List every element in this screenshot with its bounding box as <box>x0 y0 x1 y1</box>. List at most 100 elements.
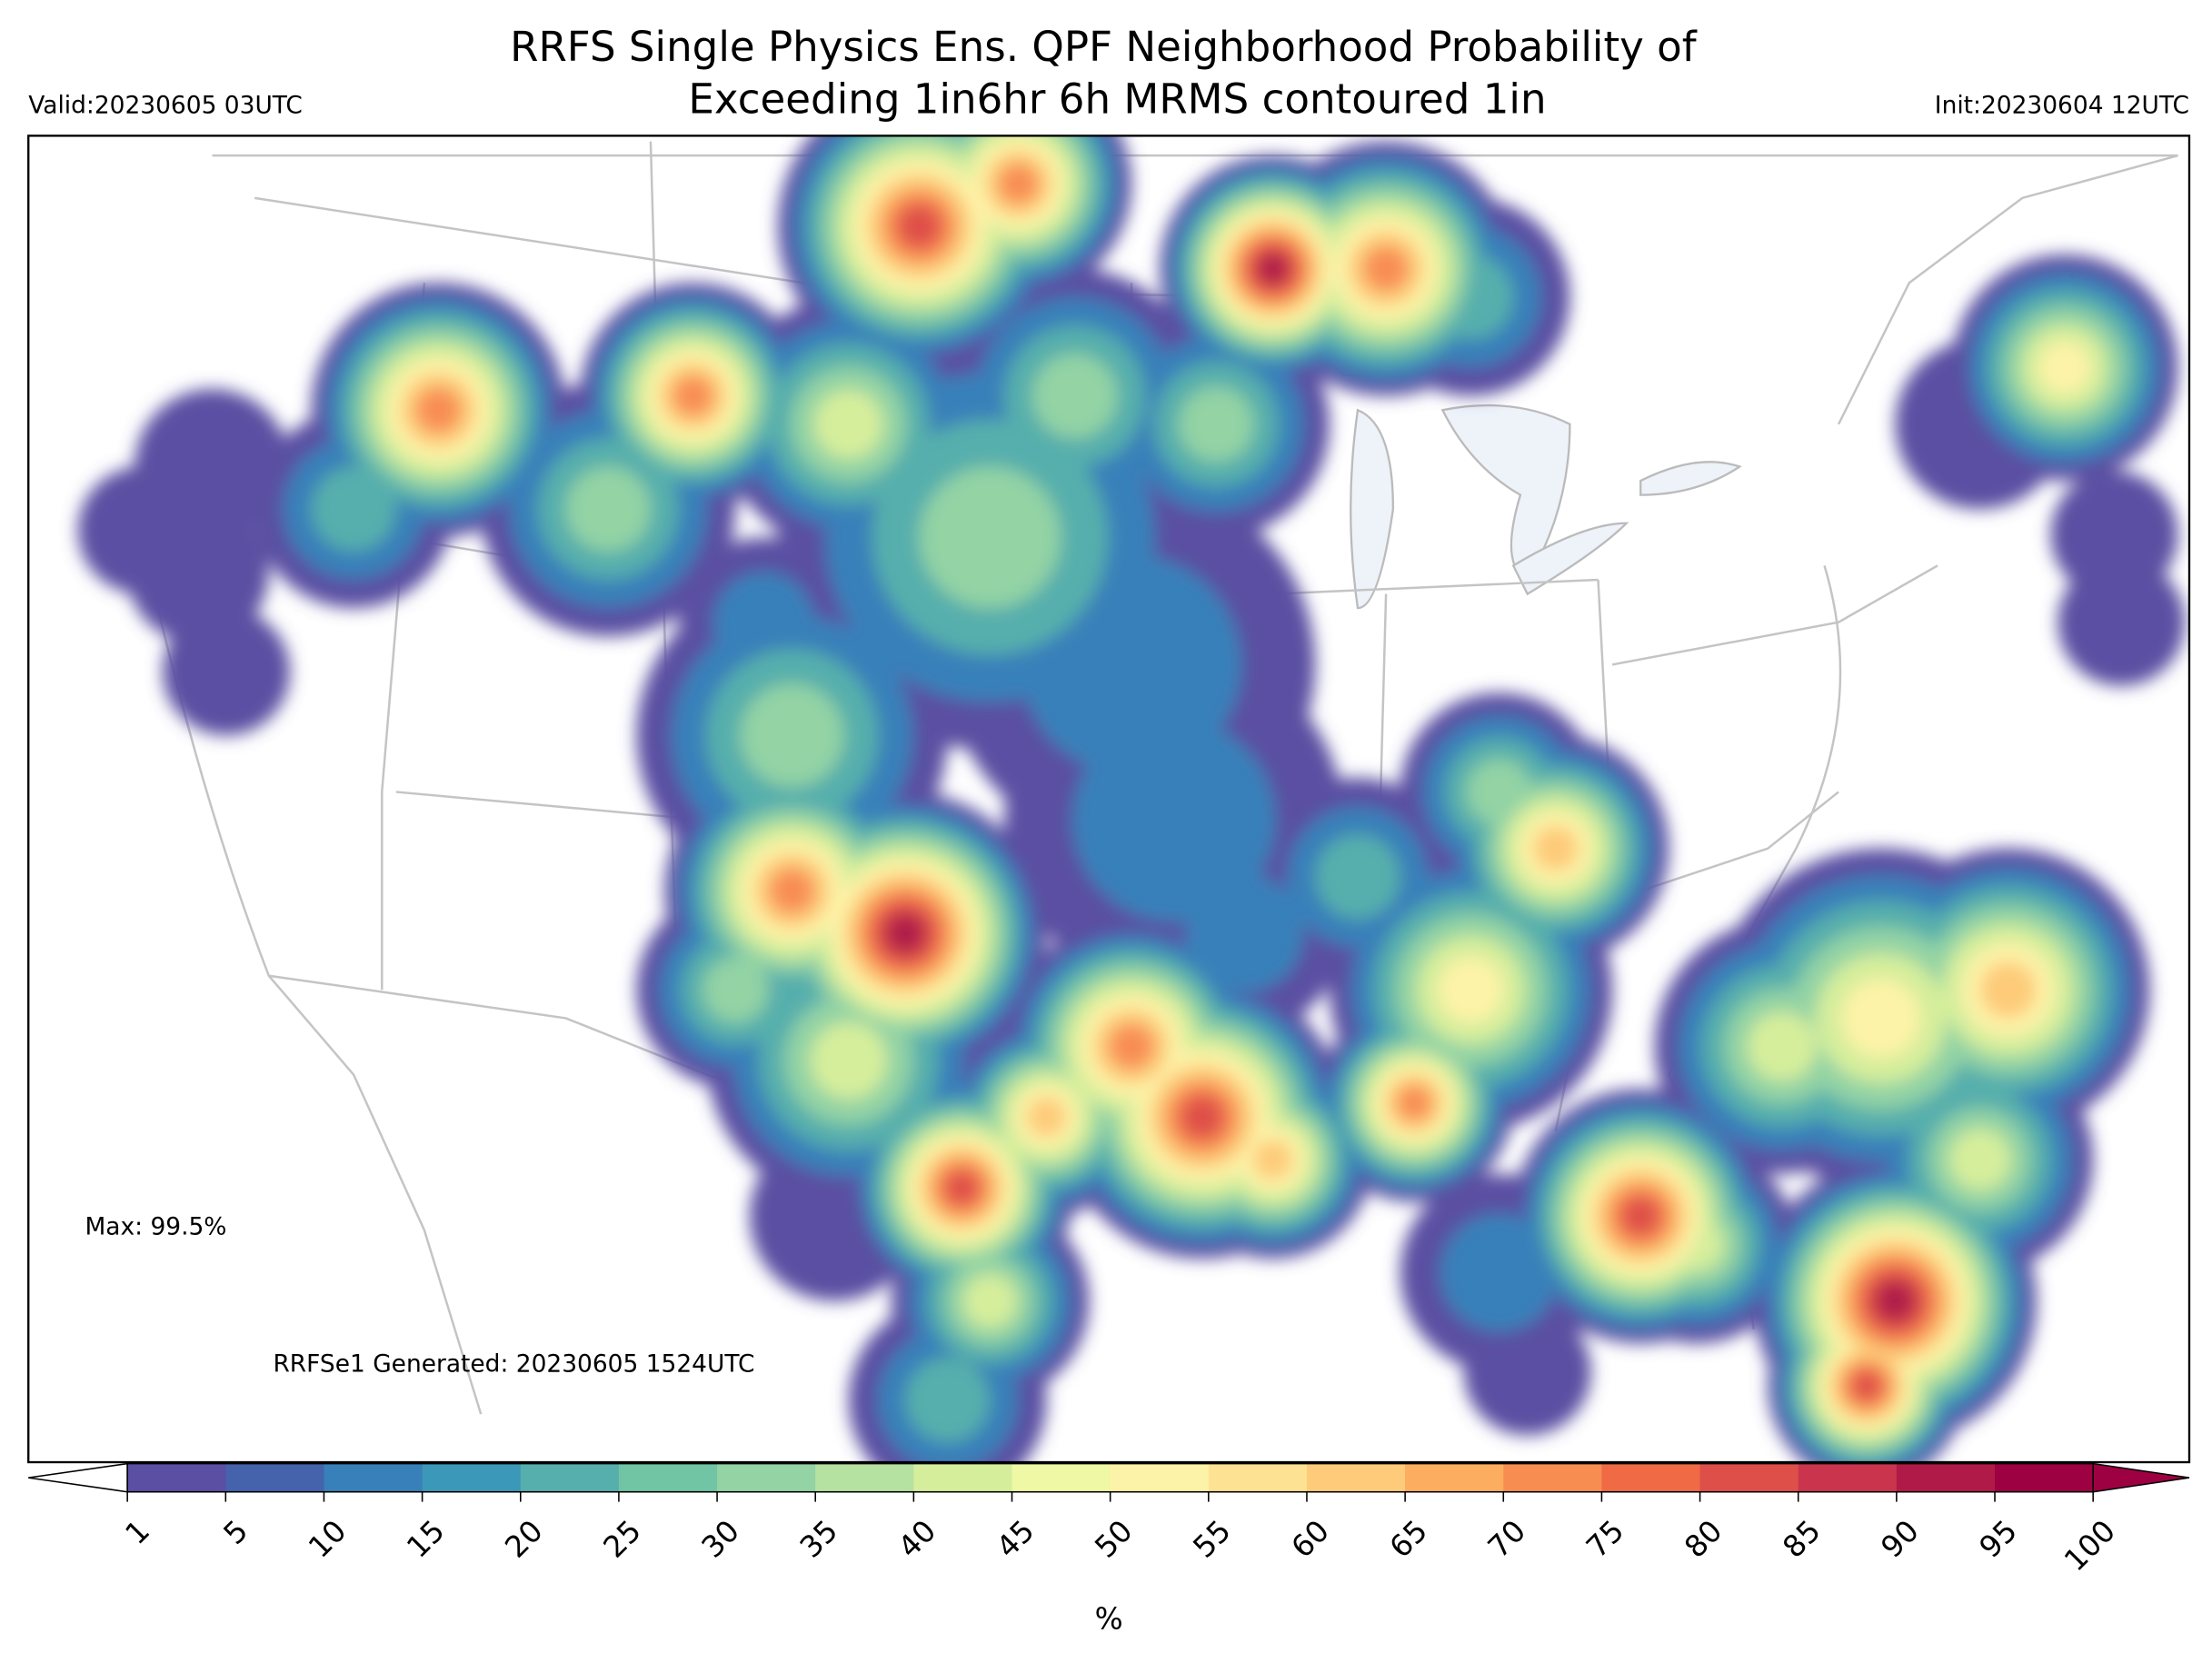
probability-contour <box>1440 1213 1559 1332</box>
probability-contour <box>1256 252 1290 285</box>
colorbar-segment <box>618 1463 718 1492</box>
colorbar-tick-label: 75 <box>1579 1513 1630 1564</box>
colorbar-tick-label: 100 <box>2058 1513 2122 1578</box>
colorbar-segment <box>717 1463 816 1492</box>
colorbar-segment <box>1110 1463 1210 1492</box>
colorbar-tick-label: 30 <box>695 1513 746 1564</box>
probability-contour <box>897 204 942 249</box>
probability-contour <box>813 389 883 460</box>
colorbar-segment <box>422 1463 522 1492</box>
colorbar-tick-label: 60 <box>1285 1513 1336 1564</box>
colorbar-tick-label: 50 <box>1088 1513 1139 1564</box>
colorbar-segment <box>1011 1463 1111 1492</box>
probability-contour <box>1397 1085 1432 1120</box>
colorbar-segment <box>324 1463 423 1492</box>
probability-contour <box>712 571 815 673</box>
colorbar-tick-label: 70 <box>1481 1513 1532 1564</box>
probability-contour <box>1363 245 1409 292</box>
probability-contour <box>884 912 926 954</box>
colorbar-segment <box>1896 1463 1996 1492</box>
probability-contour <box>1438 957 1504 1023</box>
probability-contour <box>163 608 291 736</box>
colorbar-segment <box>1699 1463 1799 1492</box>
probability-contour <box>1178 386 1254 463</box>
colorbar-tick-label: 15 <box>400 1513 451 1564</box>
colorbar-segment <box>1798 1463 1898 1492</box>
probability-contour <box>1185 873 1304 993</box>
colorbar-tick-label: 45 <box>990 1513 1041 1564</box>
probability-contour <box>943 1170 980 1206</box>
probability-contour <box>905 1357 991 1443</box>
probability-contour <box>1463 1308 1591 1436</box>
probability-contour <box>1032 354 1118 439</box>
probability-contour <box>127 502 269 644</box>
valid-time: Valid:20230605 03UTC <box>28 91 303 119</box>
colorbar-tick-label: 55 <box>1187 1513 1238 1564</box>
probability-contour <box>1180 1094 1225 1140</box>
colorbar-segment <box>815 1463 915 1492</box>
probability-contour <box>2050 471 2178 599</box>
probability-contour <box>2038 341 2091 394</box>
map-frame <box>27 134 2191 1464</box>
colorbar-tick-label: 65 <box>1383 1513 1434 1564</box>
colorbar-segment <box>1995 1463 2094 1492</box>
probability-field <box>77 135 2186 1463</box>
colorbar-segment <box>127 1463 227 1492</box>
probability-contour <box>1071 718 1276 922</box>
probability-contour <box>769 868 815 914</box>
probability-contour <box>1948 1129 2011 1190</box>
colorbar-tick-label: 20 <box>498 1513 549 1564</box>
colorbar-tick-label: 25 <box>597 1513 648 1564</box>
colorbar-segment <box>1503 1463 1603 1492</box>
colorbar-tick-label: 95 <box>1973 1513 2024 1564</box>
probability-contour <box>998 164 1039 204</box>
colorbar-extend-min <box>28 1462 128 1493</box>
map <box>77 135 2186 1463</box>
title-line: Exceeding 1in6hr 6h MRMS contoured 1in <box>688 75 1546 123</box>
probability-contour <box>1315 834 1400 920</box>
probability-contour <box>1466 759 1532 825</box>
colorbar-segment <box>520 1463 620 1492</box>
colorbar-segment <box>225 1463 325 1492</box>
probability-contour <box>1841 979 1920 1058</box>
probability-contour <box>1026 1097 1067 1138</box>
probability-contour <box>673 375 713 416</box>
probability-contour <box>1850 1369 1883 1402</box>
title-line: RRFS Single Physics Ens. QPF Neighborhoo… <box>510 23 1698 71</box>
init-time: Init:20230604 12UTC <box>1935 91 2189 119</box>
probability-contour <box>1979 961 2037 1019</box>
max-label: Max: 99.5% <box>85 1212 226 1240</box>
probability-contour <box>962 1273 1018 1329</box>
colorbar-segment <box>1601 1463 1701 1492</box>
probability-contour <box>1875 1280 1916 1321</box>
colorbar-segment <box>913 1463 1013 1492</box>
colorbar-tick-label: 80 <box>1678 1513 1729 1564</box>
probability-contour <box>1252 1140 1293 1180</box>
colorbar-tick-label: 1 <box>119 1513 157 1551</box>
colorbar-tick-label: 5 <box>217 1513 255 1551</box>
probability-contour <box>810 1021 888 1100</box>
probability-contour <box>740 683 844 788</box>
probability-contour <box>311 466 396 552</box>
colorbar-extend-max <box>2092 1462 2190 1493</box>
colorbar-tick-label: 40 <box>892 1513 942 1564</box>
colorbar-tick-label: 90 <box>1875 1513 1926 1564</box>
probability-contour <box>1109 1023 1154 1070</box>
colorbar-tick-label: 85 <box>1776 1513 1827 1564</box>
probability-contour <box>565 466 651 552</box>
colorbar-segment <box>1208 1463 1308 1492</box>
probability-contour <box>702 956 769 1023</box>
probability-contour <box>1620 1196 1661 1237</box>
colorbar-segment <box>1405 1463 1505 1492</box>
colorbar-tick-label: 35 <box>793 1513 844 1564</box>
probability-contour <box>415 387 462 433</box>
colorbar: 1 5 10 15 20 25 30 35 40 45 50 55 60 65 70 75 80 85 90 95 10… <box>28 1462 2190 1578</box>
colorbar-label: % <box>1095 1602 1123 1637</box>
generated-label: RRFSe1 Generated: 20230605 1524UTC <box>273 1349 754 1378</box>
probability-contour <box>1747 1011 1818 1081</box>
probability-contour <box>1532 825 1579 871</box>
probability-contour <box>919 466 1061 609</box>
colorbar-tick-label: 10 <box>302 1513 353 1564</box>
